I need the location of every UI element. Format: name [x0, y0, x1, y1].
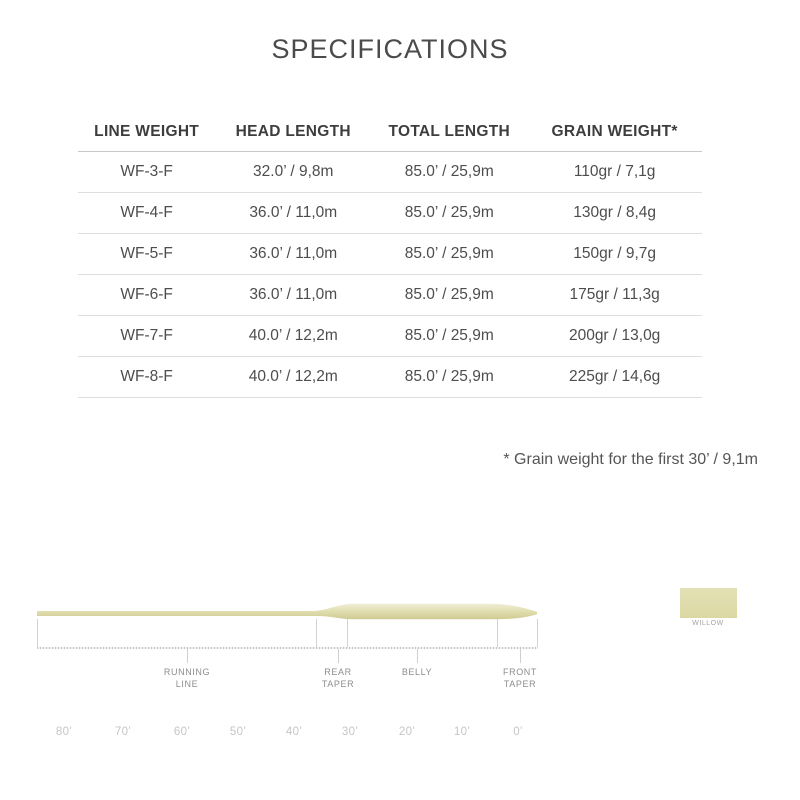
diagram-ruler — [37, 647, 538, 649]
specifications-table: LINE WEIGHT HEAD LENGTH TOTAL LENGTH GRA… — [78, 112, 702, 398]
cell-head-length: 32.0’ / 9,8m — [215, 151, 372, 193]
cell-grain-weight: 175gr / 11,3g — [527, 274, 702, 316]
cell-head-length: 40.0’ / 12,2m — [215, 315, 372, 357]
line-color-swatch — [680, 588, 737, 618]
fly-line-shape — [37, 603, 537, 620]
label-line-2: TAPER — [321, 679, 355, 689]
table-row: WF-7-F 40.0’ / 12,2m 85.0’ / 25,9m 200gr… — [78, 315, 702, 357]
cell-line-weight: WF-4-F — [78, 192, 216, 234]
boundary-tick-belly-start — [347, 619, 348, 648]
page-title: SPECIFICATIONS — [271, 34, 509, 64]
cell-grain-weight: 150gr / 9,7g — [527, 233, 702, 275]
cell-total-length: 85.0’ / 25,9m — [371, 151, 528, 193]
label-line-1: FRONT — [503, 667, 537, 677]
table-row: WF-8-F 40.0’ / 12,2m 85.0’ / 25,9m 225gr… — [78, 356, 702, 398]
label-running-line: RUNNING LINE — [164, 666, 210, 690]
label-rear-taper: REAR TAPER — [322, 666, 354, 690]
table-row: WF-5-F 36.0’ / 11,0m 85.0’ / 25,9m 150gr… — [78, 233, 702, 275]
scale-label-70: 70’ — [114, 726, 132, 738]
grain-weight-footnote: * Grain weight for the first 30’ / 9,1m — [503, 451, 758, 468]
column-header-total-length: TOTAL LENGTH — [371, 112, 528, 152]
cell-head-length: 36.0’ / 11,0m — [215, 233, 372, 275]
stem-running-line — [187, 649, 188, 663]
cell-total-length: 85.0’ / 25,9m — [371, 192, 528, 234]
line-color-swatch-label: WILLOW — [692, 620, 724, 627]
scale-label-20: 20’ — [398, 726, 416, 738]
cell-head-length: 40.0’ / 12,2m — [215, 356, 372, 398]
cell-line-weight: WF-3-F — [78, 151, 216, 193]
column-header-head-length: HEAD LENGTH — [215, 112, 372, 152]
cell-grain-weight: 130gr / 8,4g — [527, 192, 702, 234]
label-line-2: TAPER — [503, 679, 537, 689]
cell-head-length: 36.0’ / 11,0m — [215, 192, 372, 234]
scale-label-0: 0’ — [513, 726, 523, 738]
label-line-1: BELLY — [401, 667, 433, 677]
table-header-row: LINE WEIGHT HEAD LENGTH TOTAL LENGTH GRA… — [78, 112, 702, 152]
stem-belly — [417, 649, 418, 663]
cell-total-length: 85.0’ / 25,9m — [371, 274, 528, 316]
boundary-tick-line-start — [37, 619, 38, 648]
table-row: WF-3-F 32.0’ / 9,8m 85.0’ / 25,9m 110gr … — [78, 151, 702, 193]
boundary-tick-rear-taper — [316, 619, 317, 648]
scale-label-10: 10’ — [453, 726, 471, 738]
header: SPECIFICATIONS — [78, 34, 702, 65]
scale-label-80: 80’ — [55, 726, 73, 738]
label-line-1: RUNNING — [163, 667, 211, 677]
cell-total-length: 85.0’ / 25,9m — [371, 356, 528, 398]
cell-line-weight: WF-7-F — [78, 315, 216, 357]
label-front-taper: FRONT TAPER — [503, 666, 537, 690]
boundary-tick-front-taper — [497, 619, 498, 648]
cell-total-length: 85.0’ / 25,9m — [371, 233, 528, 275]
label-line-2: LINE — [175, 679, 199, 689]
column-header-grain-weight: GRAIN WEIGHT* — [527, 112, 702, 152]
label-line-1: REAR — [324, 667, 352, 677]
stem-rear-taper — [338, 649, 339, 663]
scale-label-30: 30’ — [341, 726, 359, 738]
cell-line-weight: WF-8-F — [78, 356, 216, 398]
cell-head-length: 36.0’ / 11,0m — [215, 274, 372, 316]
column-header-line-weight: LINE WEIGHT — [78, 112, 216, 152]
table-row: WF-4-F 36.0’ / 11,0m 85.0’ / 25,9m 130gr… — [78, 192, 702, 234]
cell-line-weight: WF-5-F — [78, 233, 216, 275]
fly-line-profile-diagram — [37, 603, 537, 620]
table-row: WF-6-F 36.0’ / 11,0m 85.0’ / 25,9m 175gr… — [78, 274, 702, 316]
scale-label-50: 50’ — [229, 726, 247, 738]
cell-line-weight: WF-6-F — [78, 274, 216, 316]
cell-total-length: 85.0’ / 25,9m — [371, 315, 528, 357]
cell-grain-weight: 225gr / 14,6g — [527, 356, 702, 398]
scale-label-60: 60’ — [173, 726, 191, 738]
stem-front-taper — [520, 649, 521, 663]
scale-label-40: 40’ — [285, 726, 303, 738]
cell-grain-weight: 200gr / 13,0g — [527, 315, 702, 357]
label-belly: BELLY — [402, 666, 432, 678]
cell-grain-weight: 110gr / 7,1g — [527, 151, 702, 193]
boundary-tick-line-tip — [537, 619, 538, 648]
